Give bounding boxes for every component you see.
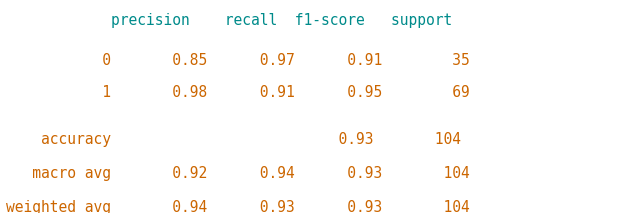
Text: 1       0.98      0.91      0.95        69: 1 0.98 0.91 0.95 69 xyxy=(6,85,470,100)
Text: precision    recall  f1-score   support: precision recall f1-score support xyxy=(6,13,453,28)
Text: accuracy                          0.93       104: accuracy 0.93 104 xyxy=(6,132,461,147)
Text: macro avg       0.92      0.94      0.93       104: macro avg 0.92 0.94 0.93 104 xyxy=(6,166,470,181)
Text: weighted avg       0.94      0.93      0.93       104: weighted avg 0.94 0.93 0.93 104 xyxy=(6,200,470,213)
Text: 0       0.85      0.97      0.91        35: 0 0.85 0.97 0.91 35 xyxy=(6,53,470,68)
